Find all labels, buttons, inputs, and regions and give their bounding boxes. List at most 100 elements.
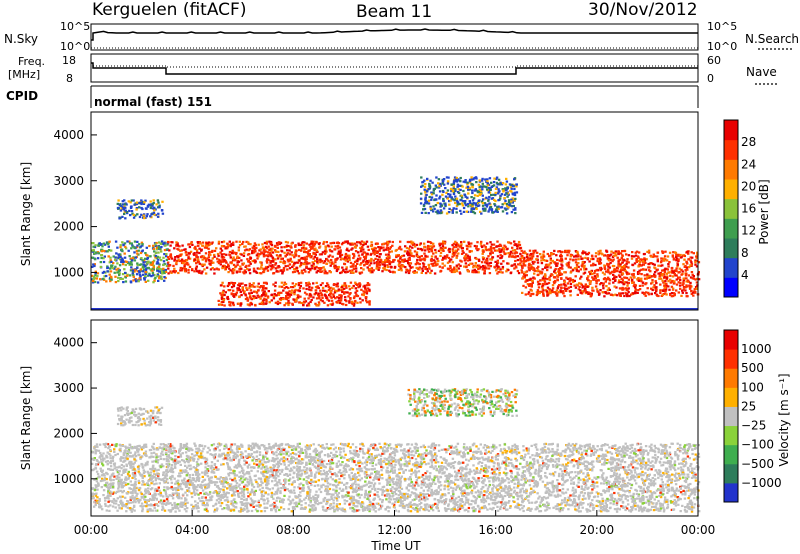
- data-cell: [316, 285, 319, 288]
- data-cell: [228, 250, 232, 254]
- data-cell: [322, 240, 326, 244]
- data-cell: [323, 260, 327, 263]
- data-cell: [136, 246, 139, 249]
- data-cell: [637, 279, 641, 282]
- data-cell: [430, 250, 434, 253]
- data-cell: [276, 266, 279, 269]
- data-cell: [659, 264, 662, 267]
- data-cell: [130, 266, 133, 269]
- data-cell: [103, 275, 106, 278]
- data-cell: [309, 245, 312, 248]
- data-cell: [99, 261, 102, 264]
- data-cell: [613, 459, 617, 462]
- data-cell: [410, 240, 413, 243]
- date-title: 30/Nov/2012: [588, 0, 698, 20]
- data-cell: [471, 269, 474, 272]
- data-cell: [553, 279, 557, 283]
- data-cell: [454, 188, 457, 191]
- data-cell: [314, 253, 317, 256]
- data-cell: [647, 293, 651, 296]
- data-cell: [152, 266, 155, 269]
- data-cell: [117, 276, 120, 279]
- data-cell: [219, 292, 222, 295]
- velocity-panel-bg: [91, 320, 698, 516]
- data-cell: [621, 250, 624, 253]
- data-cell: [331, 261, 334, 264]
- data-cell: [305, 261, 309, 264]
- data-cell: [335, 241, 339, 244]
- data-cell: [630, 456, 633, 459]
- data-cell: [490, 181, 493, 184]
- data-cell: [469, 181, 472, 184]
- data-cell: [602, 482, 606, 485]
- data-cell: [113, 271, 116, 274]
- data-cell: [421, 184, 424, 187]
- data-cell: [330, 262, 334, 265]
- data-cell: [271, 267, 274, 270]
- data-cell: [682, 288, 685, 291]
- data-cell: [341, 284, 344, 287]
- data-cell: [468, 245, 471, 248]
- data-cell: [228, 303, 231, 306]
- data-cell: [387, 242, 390, 245]
- data-cell: [537, 286, 541, 289]
- data-cell: [600, 282, 603, 285]
- data-cell: [528, 284, 531, 287]
- data-cell: [640, 277, 643, 280]
- data-cell: [451, 250, 455, 253]
- data-cell: [271, 251, 275, 254]
- data-cell: [560, 263, 563, 266]
- data-cell: [663, 286, 667, 289]
- data-cell: [293, 270, 297, 273]
- data-cell: [594, 252, 598, 255]
- data-cell: [503, 197, 506, 200]
- data-cell: [671, 270, 675, 273]
- data-cell: [488, 262, 491, 265]
- data-cell: [424, 191, 427, 194]
- data-cell: [438, 211, 442, 214]
- data-cell: [274, 301, 278, 304]
- data-cell: [441, 182, 444, 185]
- data-cell: [131, 259, 134, 262]
- data-cell: [696, 253, 699, 256]
- data-cell: [435, 263, 438, 266]
- data-cell: [468, 178, 472, 181]
- data-cell: [697, 261, 701, 264]
- data-cell: [427, 445, 430, 448]
- data-cell: [173, 267, 176, 270]
- data-cell: [638, 272, 641, 275]
- data-cell: [474, 188, 477, 191]
- data-cell: [455, 180, 459, 183]
- data-cell: [303, 297, 306, 300]
- data-cell: [197, 493, 200, 496]
- data-cell: [398, 245, 402, 248]
- data-cell: [591, 276, 594, 279]
- data-cell: [555, 254, 558, 257]
- data-cell: [452, 252, 456, 255]
- data-cell: [674, 472, 678, 475]
- data-cell: [122, 203, 125, 206]
- data-cell: [232, 241, 235, 244]
- data-cell: [219, 247, 222, 250]
- data-cell: [477, 268, 480, 271]
- data-cell: [289, 453, 292, 456]
- data-cell: [116, 271, 120, 274]
- data-cell: [437, 501, 440, 504]
- data-cell: [228, 300, 231, 304]
- data-cell: [156, 275, 159, 278]
- data-cell: [326, 282, 329, 285]
- data-cell: [341, 257, 344, 260]
- data-cell: [236, 263, 239, 267]
- data-cell: [329, 290, 332, 293]
- data-cell: [521, 472, 524, 475]
- data-cell: [260, 301, 264, 304]
- data-cell: [584, 251, 587, 254]
- data-cell: [277, 270, 280, 273]
- data-cell: [237, 284, 240, 287]
- data-cell: [216, 252, 220, 256]
- data-cell: [447, 176, 450, 179]
- data-cell: [308, 283, 311, 286]
- data-cell: [207, 247, 210, 250]
- data-cell: [129, 206, 133, 209]
- data-cell: [505, 177, 508, 180]
